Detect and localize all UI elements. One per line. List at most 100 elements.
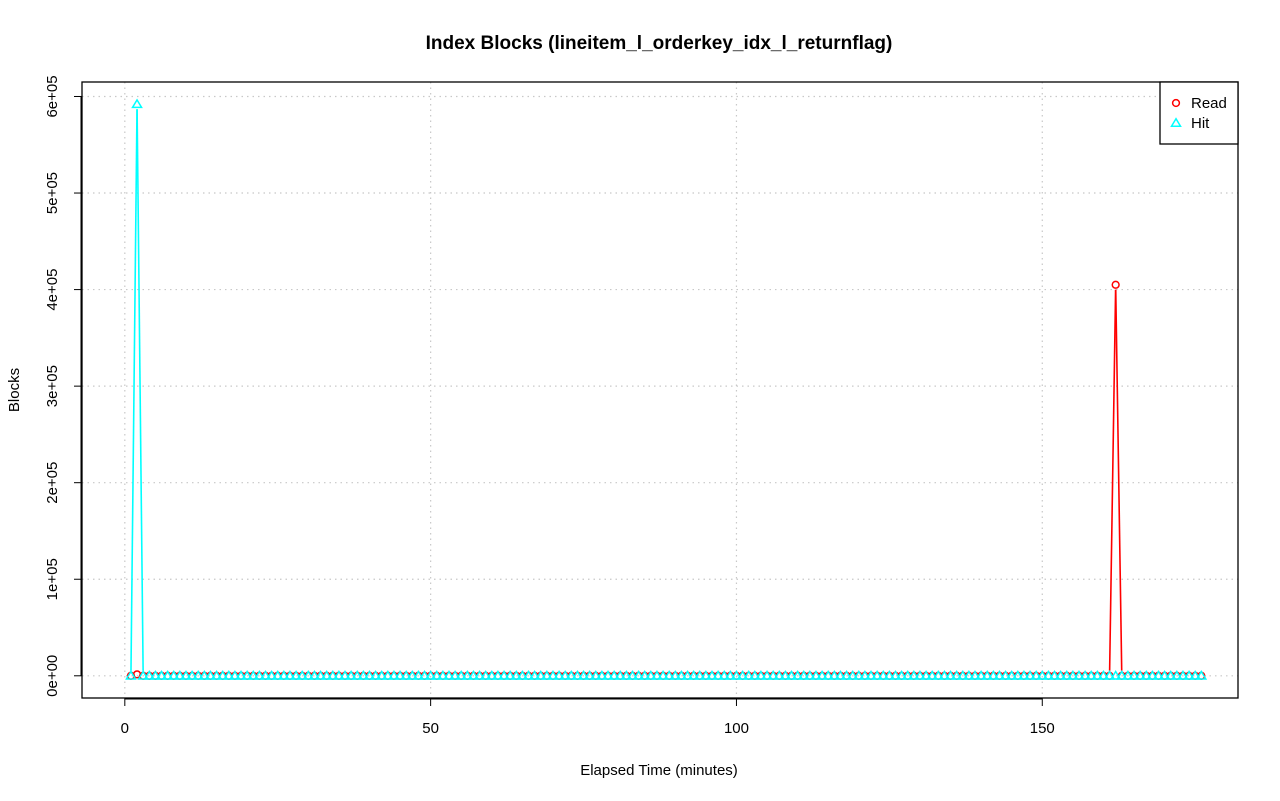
point-hit [1189, 670, 1202, 680]
point-hit [963, 670, 975, 680]
point-hit [742, 670, 755, 680]
point-hit [216, 670, 229, 680]
point-hit [675, 670, 688, 680]
point-hit [1024, 670, 1036, 680]
point-hit [443, 670, 455, 680]
point-hit [608, 670, 620, 680]
point-hit [522, 670, 535, 680]
point-hit [1146, 670, 1159, 680]
series-layer [125, 98, 1208, 680]
point-hit [571, 670, 584, 680]
point-hit [865, 670, 877, 680]
point-hit [620, 670, 633, 680]
point-hit [174, 670, 186, 680]
point-hit [669, 670, 682, 680]
series-line-hit [130, 109, 138, 671]
series-line-hit [136, 109, 144, 671]
x-tick-label: 100 [724, 720, 749, 737]
legend: Read Hit [1159, 81, 1239, 145]
point-hit [889, 670, 902, 680]
point-hit [308, 670, 321, 680]
point-hit [944, 670, 957, 680]
point-hit [797, 670, 810, 680]
legend-label-read: Read [1191, 95, 1227, 112]
point-hit [1134, 670, 1146, 680]
point-hit [638, 670, 651, 680]
y-tick-label: 1e+05 [44, 558, 61, 600]
point-hit [143, 670, 156, 680]
point-hit [278, 670, 290, 680]
point-hit [577, 670, 590, 680]
point-hit [969, 670, 981, 680]
point-hit [516, 670, 529, 680]
point-hit [547, 670, 559, 680]
point-hit [1122, 670, 1134, 680]
point-hit [1060, 670, 1073, 680]
point-hit [950, 670, 963, 680]
point-hit [222, 670, 235, 680]
point-hit [1042, 670, 1055, 680]
point-hit [357, 670, 370, 680]
point-hit [1170, 117, 1182, 127]
point-hit [351, 670, 364, 680]
point-hit [657, 670, 669, 680]
point-hit [761, 670, 773, 680]
point-hit [791, 670, 804, 680]
point-hit [284, 670, 296, 680]
point-hit [804, 670, 816, 680]
x-tick-label: 0 [121, 720, 129, 737]
point-hit [565, 670, 578, 680]
point-hit [1030, 670, 1042, 680]
point-hit [406, 670, 419, 680]
point-hit [700, 670, 712, 680]
y-tick-label: 6e+05 [44, 75, 61, 117]
point-hit [736, 670, 749, 680]
point-hit [296, 670, 309, 680]
point-hit [602, 670, 614, 680]
point-hit [553, 670, 565, 680]
axes: 0 50 100 150 0e+00 1e+05 2e+05 3e+05 4e+05 5e+05 6… [44, 75, 1055, 737]
point-hit [186, 670, 198, 680]
point-hit [822, 670, 835, 680]
point-hit [314, 670, 327, 680]
point-hit [302, 670, 315, 680]
point-hit [363, 670, 376, 680]
point-hit [883, 670, 896, 680]
point-hit [987, 670, 1000, 680]
point-hit [1036, 670, 1049, 680]
point-hit [534, 670, 547, 680]
point-hit [1103, 670, 1116, 680]
point-hit [999, 670, 1012, 680]
series-read [126, 280, 1206, 680]
point-hit [498, 670, 510, 680]
x-tick-label: 150 [1030, 720, 1055, 737]
point-hit [834, 670, 847, 680]
point-hit [167, 670, 180, 680]
point-hit [1067, 670, 1079, 680]
point-hit [424, 670, 437, 680]
point-hit [1158, 670, 1171, 680]
y-tick-label: 4e+05 [44, 269, 61, 311]
point-hit [755, 670, 767, 680]
point-hit [394, 670, 406, 680]
point-hit [131, 98, 143, 109]
point-hit [877, 670, 890, 680]
point-hit [510, 670, 523, 680]
point-hit [235, 670, 247, 680]
point-hit [1073, 670, 1085, 680]
series-line-read [1108, 289, 1117, 671]
legend-box [1159, 81, 1239, 145]
y-tick-label: 5e+05 [44, 172, 61, 214]
x-axis-label: Elapsed Time (minutes) [580, 762, 738, 779]
x-tick-label: 50 [422, 720, 439, 737]
point-hit [859, 670, 871, 680]
point-hit [485, 670, 498, 680]
point-hit [204, 670, 217, 680]
point-hit [400, 670, 413, 680]
legend-label-hit: Hit [1191, 115, 1210, 132]
point-hit [730, 670, 743, 680]
legend-key-hit [1170, 117, 1182, 127]
point-hit [687, 670, 700, 680]
grid [82, 82, 1238, 698]
point-hit [375, 670, 388, 680]
